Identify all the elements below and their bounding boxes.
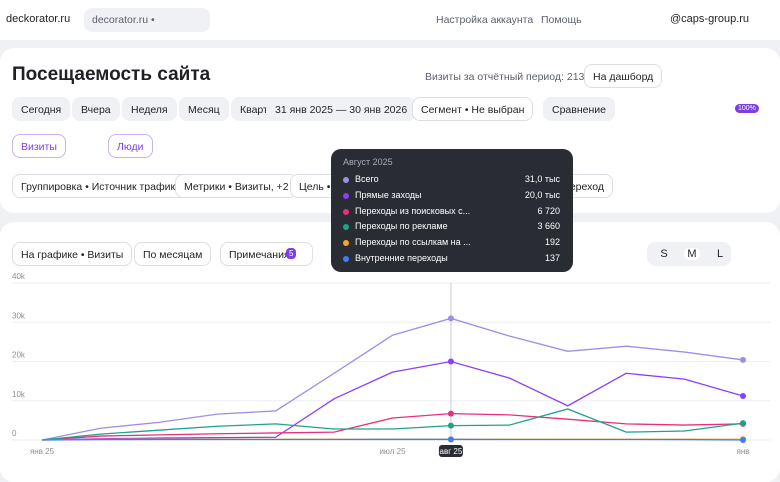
- counter[interactable]: decorator.ru •: [92, 14, 155, 26]
- tooltip-series-name: Переходы по рекламе: [355, 221, 448, 232]
- page-title: Посещаемость сайта: [12, 64, 211, 85]
- counter-box[interactable]: [84, 8, 210, 32]
- point: [447, 315, 454, 322]
- legend-dot: [343, 224, 349, 231]
- series-line: [41, 317, 744, 441]
- tooltip-series-name: Переходы по ссылкам на ...: [355, 237, 471, 248]
- tooltip-value: 31,0 тыс: [524, 174, 560, 184]
- compare[interactable]: Сравнение: [543, 97, 615, 121]
- size-option[interactable]: L: [716, 248, 724, 260]
- series-line: [41, 412, 744, 441]
- site-switcher[interactable]: deckorator.ru: [6, 13, 71, 25]
- date-range[interactable]: 31 янв 2025 — 30 янв 2026: [266, 97, 417, 121]
- series-line: [41, 360, 744, 441]
- segment[interactable]: Сегмент • Не выбран: [412, 97, 534, 121]
- chart-metric[interactable]: На графике • Визиты: [12, 242, 133, 266]
- notes[interactable]: Примечания: [220, 242, 313, 266]
- tooltip-value: 137: [544, 253, 560, 263]
- x-tick-label: июл 25: [379, 447, 406, 456]
- point: [740, 356, 746, 363]
- point: [447, 358, 454, 365]
- x-tick-label: янв 25: [30, 447, 55, 456]
- period-preset[interactable]: Месяц: [179, 97, 229, 121]
- visits-summary: Визиты за отчётный период: 213 345: [425, 71, 605, 83]
- tooltip-value: 20,0 тыс: [524, 189, 560, 200]
- point: [740, 437, 746, 443]
- series-line: [41, 408, 744, 441]
- period-preset[interactable]: Сегодня: [12, 97, 71, 121]
- tooltip-value: 6 720: [537, 205, 560, 216]
- y-tick-label: 10k: [12, 390, 26, 399]
- chart: 0 10k 20k 30k 40k янв 25 июл 25 авг 25 янв: [12, 272, 770, 457]
- period-preset[interactable]: Неделя: [122, 97, 177, 121]
- chart-grouping[interactable]: По месяцам: [134, 242, 212, 266]
- tooltip-value: 192: [544, 237, 560, 248]
- metric-chip[interactable]: Визиты: [12, 134, 66, 158]
- x-tick-label: авг 25: [440, 447, 463, 456]
- user[interactable]: @caps-group.ru: [670, 13, 750, 25]
- y-tick-label: 20k: [12, 351, 26, 360]
- tooltip-series-name: Прямые заходы: [355, 189, 422, 200]
- metric-chip[interactable]: Люди: [108, 134, 153, 158]
- legend-dot: [343, 256, 349, 262]
- legend-dot: [343, 192, 349, 199]
- help[interactable]: Помощь: [541, 14, 582, 26]
- point: [447, 410, 454, 417]
- report-setting[interactable]: Группировка • Источник трафика: [12, 174, 191, 198]
- legend-dot: [343, 177, 349, 183]
- tooltip-series-name: Внутренние переходы: [355, 253, 448, 263]
- dashboard-button[interactable]: На дашборд: [584, 64, 663, 88]
- report-setting[interactable]: Метрики • Визиты, +2: [175, 174, 298, 198]
- y-tick-label: 30k: [12, 311, 26, 320]
- x-label-highlight: [438, 445, 463, 457]
- y-tick-label: 0: [12, 429, 17, 438]
- legend-dot: [343, 208, 349, 215]
- tooltip-series-name: Всего: [355, 174, 379, 184]
- point: [740, 420, 746, 427]
- size-option[interactable]: S: [660, 248, 668, 260]
- tooltip-title: Август 2025: [343, 157, 393, 167]
- period-preset[interactable]: Вчера: [72, 97, 120, 121]
- point: [447, 422, 454, 429]
- point: [447, 436, 454, 443]
- tooltip-value: 3 660: [537, 221, 560, 232]
- account-settings[interactable]: Настройка аккаунта: [436, 14, 534, 26]
- point: [740, 393, 746, 400]
- x-tick-label: янв: [737, 447, 750, 456]
- size-option[interactable]: M: [684, 248, 700, 260]
- tooltip: [331, 149, 573, 272]
- legend-dot: [343, 240, 349, 247]
- notes-count: 5: [286, 248, 297, 259]
- tooltip-series-name: Переходы из поисковых с...: [355, 205, 471, 216]
- sampling[interactable]: 100%: [735, 104, 759, 113]
- y-tick-label: 40k: [12, 272, 26, 281]
- series-line: [41, 438, 744, 441]
